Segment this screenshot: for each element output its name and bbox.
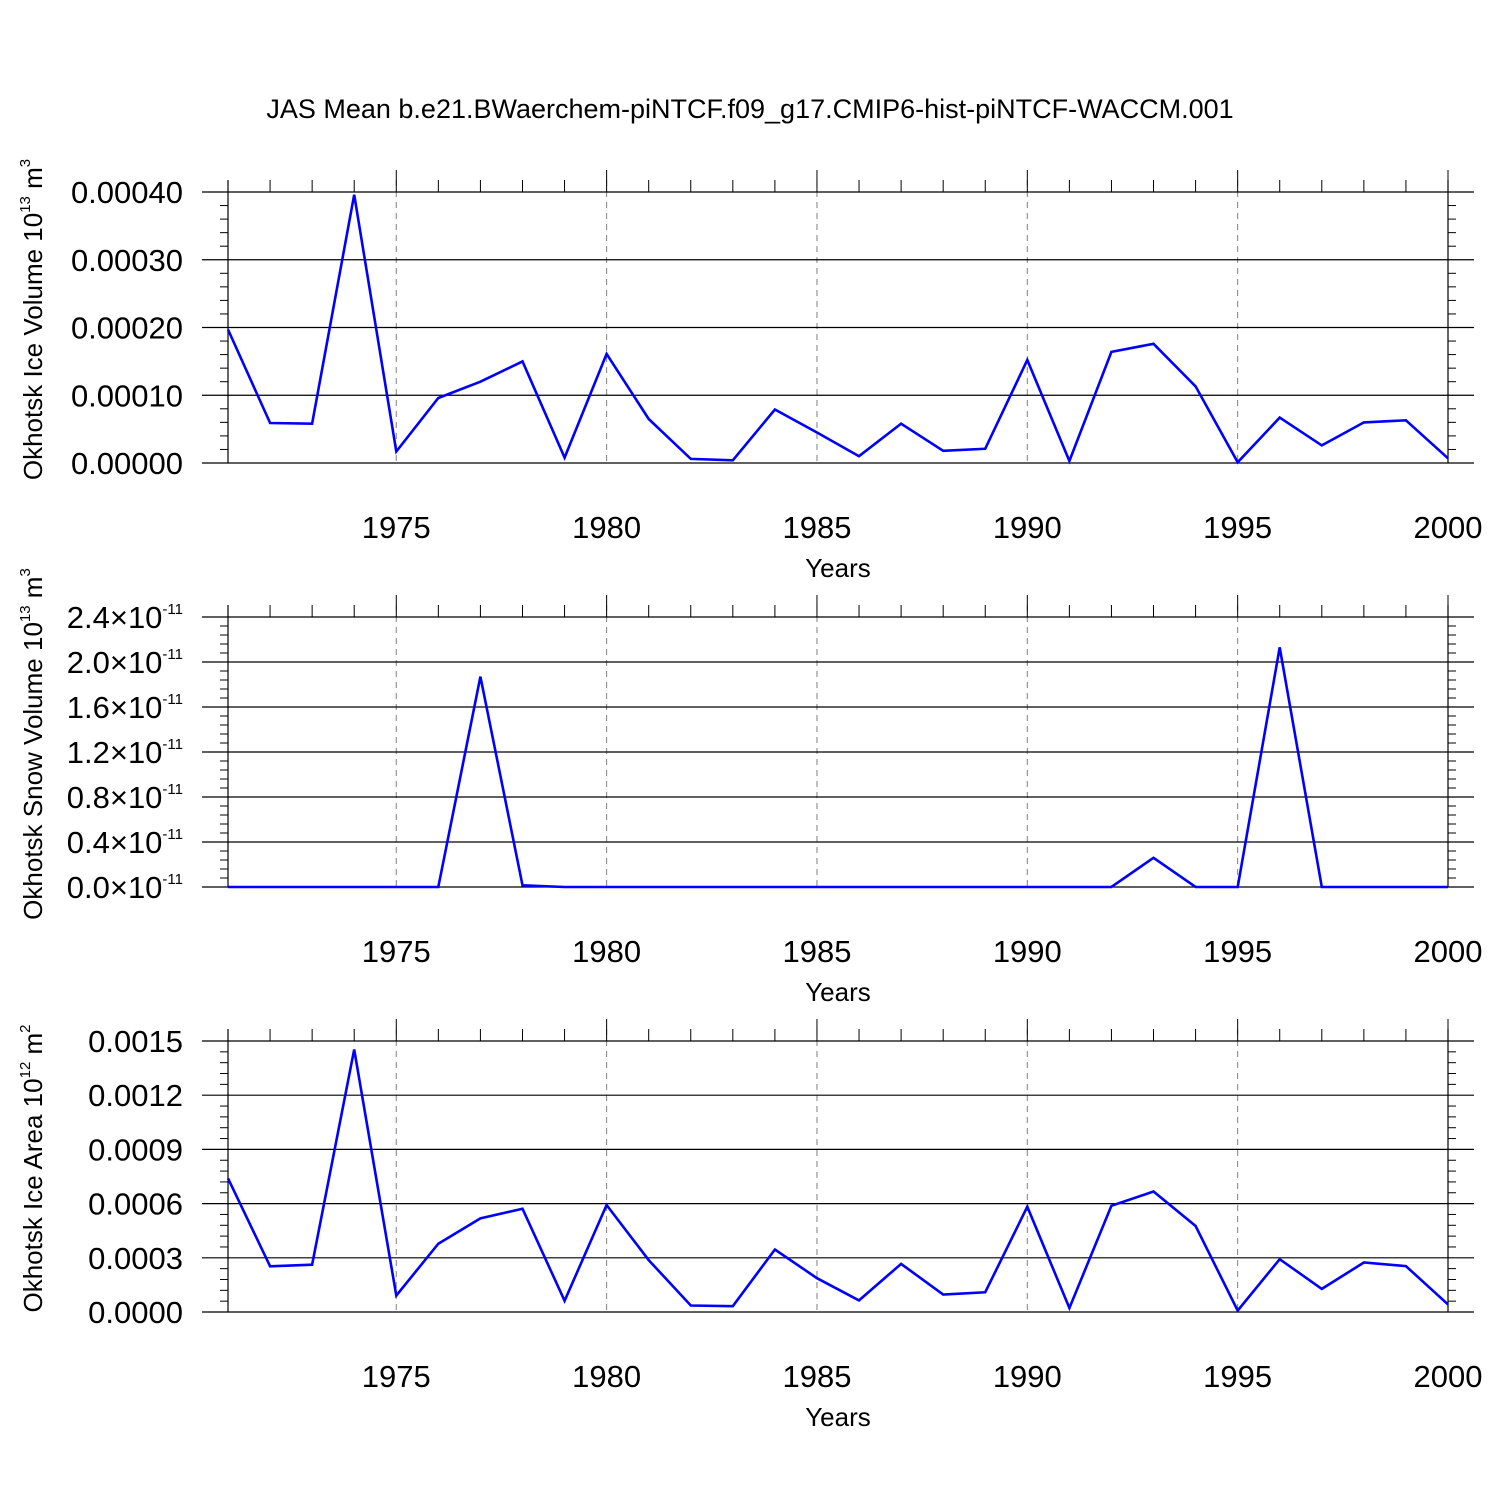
x-tick-label: 1975 — [362, 934, 431, 969]
y-tick-label: 0.0006 — [88, 1187, 183, 1222]
y-axis-label-exponent: 13 — [17, 196, 34, 213]
y-axis-label-text: Okhotsk Ice Area 10 — [18, 1078, 48, 1312]
y-axis-label-text: Okhotsk Ice Volume 10 — [18, 213, 48, 480]
y-tick-mantissa: 0.8 — [67, 780, 110, 815]
y-tick-base: 10 — [128, 735, 162, 770]
y-tick-base: 10 — [128, 780, 162, 815]
x-tick-label: 1995 — [1203, 1359, 1272, 1394]
y-tick-label: 0.8×10-11 — [67, 780, 183, 815]
x-tick-label: 1975 — [362, 1359, 431, 1394]
y-tick-label: 0.0003 — [88, 1241, 183, 1276]
y-tick-label: 1.6×10-11 — [67, 690, 183, 725]
x-tick-label: 1995 — [1203, 934, 1272, 969]
y-tick-label: 2.0×10-11 — [67, 645, 183, 680]
y-axis-label-unit-exponent: 3 — [17, 159, 34, 167]
figure-title: JAS Mean b.e21.BWaerchem-piNTCF.f09_g17.… — [266, 94, 1233, 124]
y-tick-label: 0.00030 — [71, 243, 183, 278]
x-tick-label: 1995 — [1203, 510, 1272, 545]
y-axis-label: Okhotsk Ice Volume 1013 m3 — [17, 159, 48, 480]
y-axis-label-text: Okhotsk Snow Volume 10 — [18, 622, 48, 920]
y-tick-times: × — [110, 735, 128, 770]
series-line-1 — [226, 1049, 1449, 1313]
y-tick-exponent: -11 — [162, 601, 183, 618]
x-tick-label: 1975 — [362, 510, 431, 545]
y-tick-mantissa: 0.0 — [67, 870, 110, 905]
y-tick-label: 0.4×10-11 — [67, 825, 183, 860]
x-tick-label: 2000 — [1414, 1359, 1483, 1394]
y-tick-times: × — [110, 870, 128, 905]
y-tick-times: × — [110, 600, 128, 635]
y-tick-label: 0.00020 — [71, 311, 183, 346]
x-tick-label: 2000 — [1414, 934, 1483, 969]
x-tick-label: 1980 — [572, 1359, 641, 1394]
y-tick-label: 0.0015 — [88, 1024, 183, 1059]
x-tick-label: 1980 — [572, 934, 641, 969]
x-tick-label: 2000 — [1414, 510, 1483, 545]
y-tick-label: 0.0012 — [88, 1078, 183, 1113]
y-tick-mantissa: 0.4 — [67, 825, 110, 860]
y-axis-label-unit: m — [18, 1033, 48, 1062]
y-tick-label: 0.0×10-11 — [67, 870, 183, 905]
y-tick-base: 10 — [128, 825, 162, 860]
y-tick-base: 10 — [128, 600, 162, 635]
y-tick-label: 0.00000 — [71, 446, 183, 481]
y-axis-label: Okhotsk Ice Area 1012 m2 — [17, 1024, 48, 1312]
y-tick-exponent: -11 — [162, 781, 183, 798]
x-tick-label: 1990 — [993, 1359, 1062, 1394]
x-axis-label: Years — [805, 553, 871, 583]
y-tick-exponent: -11 — [162, 871, 183, 888]
y-axis-label-unit: m — [18, 577, 48, 606]
y-tick-base: 10 — [128, 690, 162, 725]
panels-group: 1975 1980 1985 1990 1995 2000 0.00000 0.00010 0.… — [17, 159, 1482, 1432]
x-tick-label: 1990 — [993, 934, 1062, 969]
chart-panel-2: 1975 1980 1985 1990 1995 20000.0×10-110.4×10-… — [17, 568, 1482, 1007]
y-tick-mantissa: 2.4 — [67, 600, 110, 635]
x-axis-label: Years — [805, 1402, 871, 1432]
series-line-1 — [226, 194, 1449, 465]
y-tick-mantissa: 2.0 — [67, 645, 110, 680]
y-tick-times: × — [110, 780, 128, 815]
y-tick-label: 2.4×10-11 — [67, 600, 183, 635]
y-tick-mantissa: 1.6 — [67, 690, 110, 725]
y-axis-label-exponent: 12 — [17, 1062, 34, 1079]
series-line-1 — [228, 647, 1448, 889]
y-tick-label: 0.00010 — [71, 378, 183, 413]
x-axis-label: Years — [805, 977, 871, 1007]
y-tick-label: 0.0009 — [88, 1132, 183, 1167]
x-tick-label: 1985 — [782, 1359, 851, 1394]
y-tick-times: × — [110, 690, 128, 725]
y-axis-label-unit-exponent: 3 — [17, 568, 34, 576]
y-tick-times: × — [110, 645, 128, 680]
y-axis-label-unit: m — [18, 167, 48, 196]
x-tick-label: 1980 — [572, 510, 641, 545]
x-tick-label: 1990 — [993, 510, 1062, 545]
y-tick-label: 0.00040 — [71, 175, 183, 210]
x-tick-label: 1985 — [782, 934, 851, 969]
y-tick-base: 10 — [128, 870, 162, 905]
y-tick-exponent: -11 — [162, 691, 183, 708]
chart-panel-3: 1975 1980 1985 1990 1995 2000 0.0000 0.0003 0.00… — [17, 1019, 1482, 1432]
y-tick-label: 0.0000 — [88, 1295, 183, 1330]
y-axis-label-unit-exponent: 2 — [17, 1024, 34, 1032]
y-tick-mantissa: 1.2 — [67, 735, 110, 770]
y-axis-label: Okhotsk Snow Volume 1013 m3 — [17, 568, 48, 920]
y-axis-label-exponent: 13 — [17, 605, 34, 622]
y-tick-base: 10 — [128, 645, 162, 680]
y-tick-exponent: -11 — [162, 826, 183, 843]
y-tick-exponent: -11 — [162, 646, 183, 663]
chart-panel-1: 1975 1980 1985 1990 1995 2000 0.00000 0.00010 0.… — [17, 159, 1482, 583]
y-tick-exponent: -11 — [162, 736, 183, 753]
y-tick-times: × — [110, 825, 128, 860]
x-tick-label: 1985 — [782, 510, 851, 545]
y-tick-label: 1.2×10-11 — [67, 735, 183, 770]
